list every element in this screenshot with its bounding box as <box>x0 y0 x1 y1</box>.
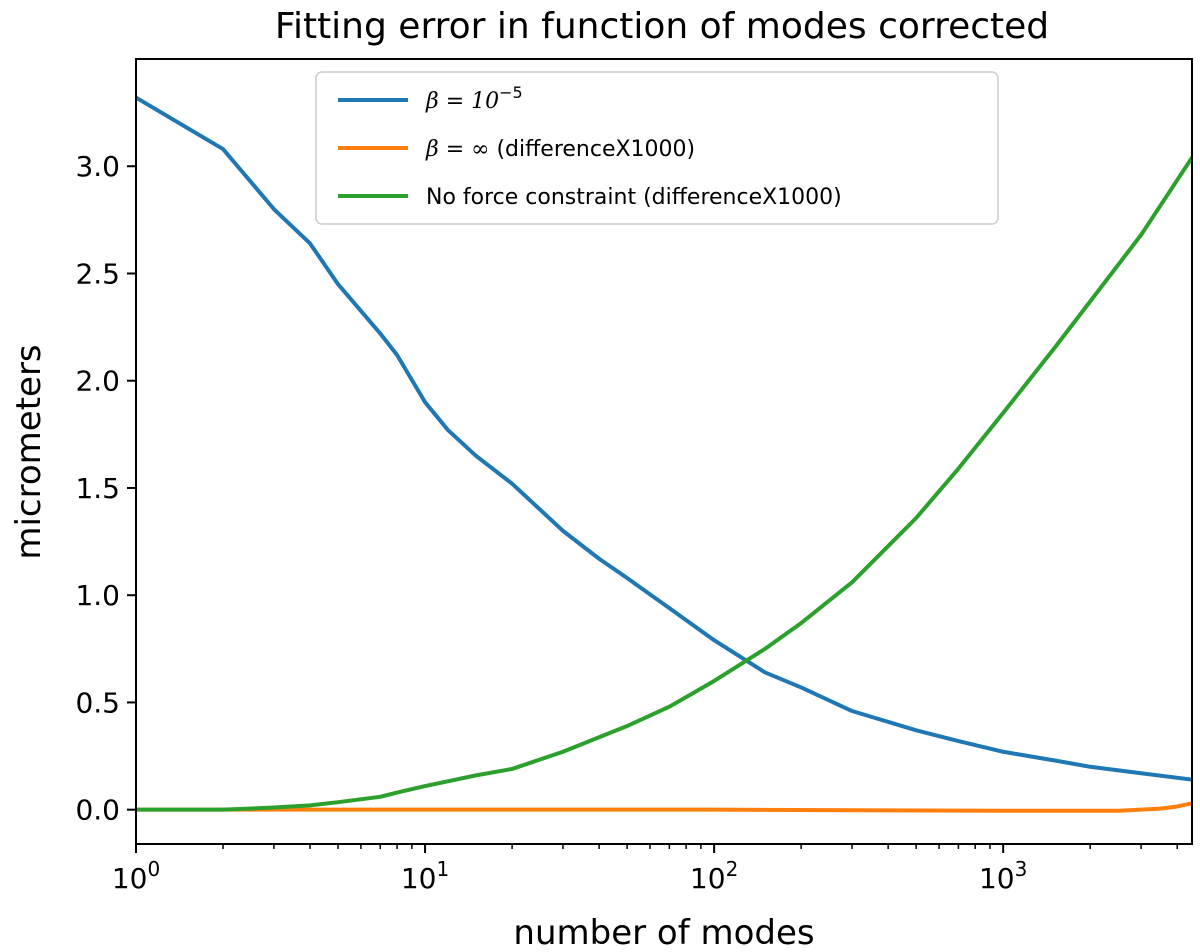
x-tick-label: 102 <box>690 857 738 895</box>
series-line-2 <box>136 801 1192 813</box>
x-tick-label: 103 <box>979 857 1027 895</box>
series-line-3 <box>136 154 1192 812</box>
x-tick-label: 100 <box>112 857 160 895</box>
y-tick-label: 1.5 <box>75 472 120 505</box>
y-tick-label: 0.5 <box>75 686 120 719</box>
x-axis-label: number of modes <box>513 913 814 952</box>
y-tick-label: 0.0 <box>75 794 120 827</box>
legend-label-3: No force constraint (differenceX1000) <box>426 185 842 210</box>
y-tick-label: 3.0 <box>75 150 120 183</box>
chart-title: Fitting error in function of modes corre… <box>275 6 1049 47</box>
legend: β = 10−5 β = ∞ (differenceX1000) No force … <box>315 71 999 225</box>
x-tick-label: 101 <box>401 857 449 895</box>
legend-box <box>315 71 999 225</box>
plot-frame <box>135 58 1193 845</box>
y-tick-label: 1.0 <box>75 579 120 612</box>
series-line-1 <box>136 95 1192 782</box>
y-tick-label: 2.5 <box>75 257 120 290</box>
plot-area: 0.0 0.5 1.0 1.5 2.0 2.5 3.0 100 101 102 103 β = 10−… <box>75 58 1193 895</box>
y-tick-label: 2.0 <box>75 365 120 398</box>
legend-label-1: β = 10−5 <box>425 83 523 114</box>
y-axis-label: micrometers <box>9 344 49 559</box>
legend-label-2: β = ∞ (differenceX1000) <box>425 137 695 162</box>
